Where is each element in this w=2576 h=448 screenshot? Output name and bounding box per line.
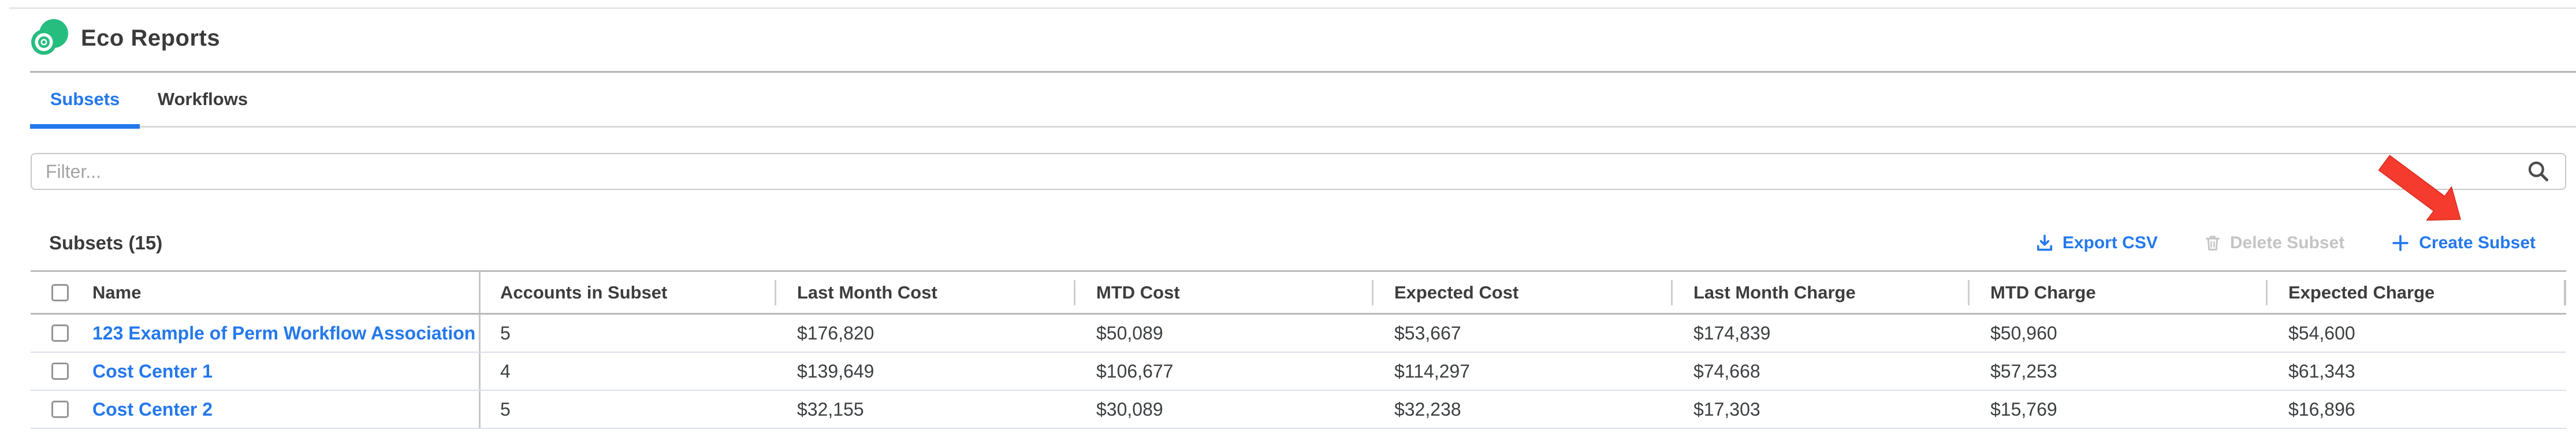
mtd-charge-cell: $50,960 (1990, 322, 2057, 344)
last-month-charge-cell: $74,668 (1693, 360, 1760, 382)
subsets-count-heading: Subsets (15) (49, 232, 163, 253)
column-header-mtd-cost: MTD Cost (1075, 272, 1373, 313)
mtd-charge-cell: $15,769 (1990, 398, 2057, 420)
mtd-cost-cell: $30,089 (1096, 398, 1163, 420)
column-header-name: Name (92, 282, 142, 303)
filter-input[interactable] (31, 153, 2566, 190)
column-header-accounts: Accounts in Subset (479, 272, 776, 313)
app-header: Eco Reports (30, 19, 220, 57)
row-checkbox[interactable] (51, 401, 69, 418)
table-header-row: Name Accounts in Subset Last Month Cost … (31, 270, 2566, 315)
eco-logo-icon (31, 19, 68, 55)
table-row: Cost Center 2 5 $32,155 $30,089 $32,238 … (31, 391, 2566, 429)
expected-cost-cell: $53,667 (1394, 322, 1461, 344)
expected-cost-cell: $114,297 (1394, 360, 1471, 382)
mtd-charge-cell: $57,253 (1990, 360, 2057, 382)
last-month-charge-cell: $174,839 (1693, 322, 1771, 344)
create-subset-button[interactable]: Create Subset (2389, 232, 2536, 254)
row-name-cell: Cost Center 2 (31, 391, 479, 428)
column-header-expected-charge: Expected Charge (2267, 272, 2566, 313)
column-header-mtd-charge: MTD Charge (1969, 272, 2267, 313)
last-month-cost-cell: $32,155 (797, 398, 864, 420)
last-month-cost-cell: $176,820 (797, 322, 874, 344)
last-month-cost-cell: $139,649 (797, 360, 874, 382)
export-csv-button[interactable]: Export CSV (2034, 233, 2158, 253)
tab-bar-divider (30, 126, 2576, 128)
expected-charge-cell: $16,896 (2288, 398, 2355, 420)
trash-icon (2205, 236, 2220, 251)
header-divider (30, 71, 2576, 73)
tab-subsets[interactable]: Subsets (50, 89, 120, 109)
accounts-cell: 4 (479, 353, 776, 390)
toolbar-actions: Export CSV Delete Subset Create Subset (2034, 232, 2536, 254)
active-tab-indicator (30, 124, 140, 129)
expected-charge-cell: $61,343 (2288, 360, 2355, 382)
mtd-cost-cell: $50,089 (1096, 322, 1163, 344)
delete-subset-button[interactable]: Delete Subset (2203, 233, 2344, 253)
top-hairline (9, 8, 2576, 9)
tab-bar: Subsets Workflows (30, 73, 266, 126)
row-name-cell: Cost Center 1 (31, 353, 479, 390)
column-header-last-month-charge: Last Month Charge (1672, 272, 1969, 313)
create-subset-label: Create Subset (2419, 233, 2536, 252)
table-row: Cost Center 1 4 $139,649 $106,677 $114,2… (31, 353, 2566, 391)
table-row: 123 Example of Perm Workflow Association… (31, 315, 2566, 353)
row-name-cell: 123 Example of Perm Workflow Association (31, 315, 479, 352)
delete-subset-label: Delete Subset (2229, 233, 2345, 252)
accounts-cell: 5 (479, 391, 776, 428)
subsets-toolbar: Subsets (15) Export CSV Delete Subset (49, 230, 2536, 256)
header-cell-name: Name (31, 272, 479, 313)
mtd-cost-cell: $106,677 (1096, 360, 1174, 382)
accounts-cell: 5 (479, 315, 776, 352)
download-icon (2037, 234, 2052, 251)
search-icon (2528, 161, 2549, 182)
plus-icon (2392, 235, 2409, 251)
column-header-last-month-cost: Last Month Cost (776, 272, 1075, 313)
subsets-table: Name Accounts in Subset Last Month Cost … (31, 270, 2566, 429)
subset-name-link[interactable]: Cost Center 1 (92, 360, 213, 382)
filter-bar (31, 153, 2566, 190)
last-month-charge-cell: $17,303 (1693, 398, 1760, 420)
tab-workflows[interactable]: Workflows (157, 89, 248, 109)
subset-name-link[interactable]: 123 Example of Perm Workflow Association (92, 322, 476, 344)
subset-name-link[interactable]: Cost Center 2 (92, 398, 213, 420)
expected-charge-cell: $54,600 (2288, 322, 2355, 344)
select-all-checkbox[interactable] (51, 283, 69, 301)
export-csv-label: Export CSV (2062, 233, 2158, 252)
expected-cost-cell: $32,238 (1394, 398, 1461, 420)
page-title: Eco Reports (81, 25, 221, 51)
row-checkbox[interactable] (51, 363, 69, 380)
row-checkbox[interactable] (51, 324, 69, 342)
column-header-expected-cost: Expected Cost (1373, 272, 1672, 313)
